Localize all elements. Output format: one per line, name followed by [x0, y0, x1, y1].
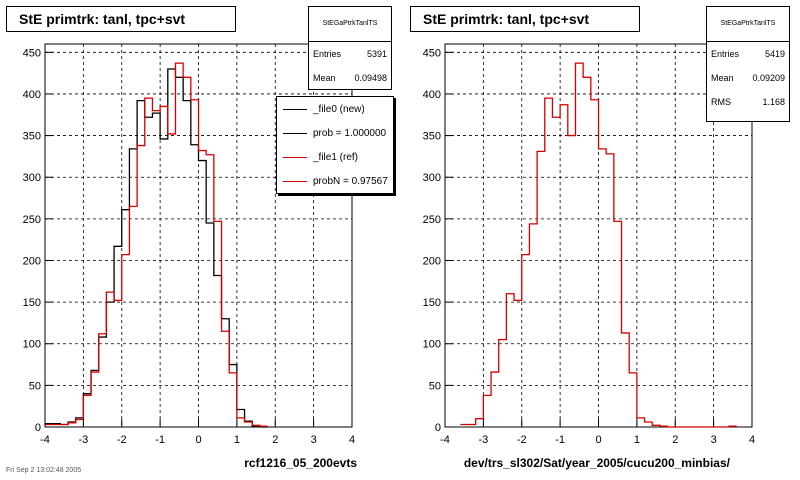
right-stats-value: 1.168: [762, 97, 785, 107]
left-y-tick-label: 0: [35, 422, 41, 434]
left-x-tick-label: 3: [311, 434, 317, 446]
right-stats-row: Mean 0.09209: [707, 66, 789, 90]
left-y-tick-label: 350: [23, 131, 41, 143]
left-x-tick-label: -1: [155, 434, 165, 446]
left-x-tick-label: -4: [40, 434, 50, 446]
left-y-tick-label: 200: [23, 255, 41, 267]
left-x-tick-label: 0: [195, 434, 201, 446]
left-y-tick-label: 50: [29, 380, 41, 392]
left-series-line-1: [45, 62, 268, 427]
left-x-tick-label: 4: [349, 434, 355, 446]
left-pane: -4 -3 -2 -1 0 1 2 3 4 0 50 100 150 200 250 300 350 400 450…: [6, 6, 394, 474]
right-y-tick-label: 350: [423, 131, 441, 143]
right-stats-label: Entries: [711, 49, 740, 59]
right-x-tick-label: -2: [517, 434, 527, 446]
legend-swatch: [283, 180, 307, 182]
right-stats-row: RMS 1.168: [707, 90, 789, 114]
right-y-tick-label: 400: [423, 89, 441, 101]
right-x-tick-label: 4: [749, 434, 755, 446]
legend-entry-prob: prob = 1.000000: [277, 121, 393, 145]
legend-swatch: [283, 132, 307, 134]
right-stats-value: 0.09209: [752, 73, 785, 83]
right-x-tick-label: 3: [711, 434, 717, 446]
right-y-tick-label: 50: [429, 380, 441, 392]
right-y-tick-label: 0: [435, 422, 441, 434]
legend-label: _file1 (ref): [313, 151, 359, 163]
right-stats-box: StEGaPtrkTanlTS Entries 5419 Mean 0.0920…: [706, 6, 790, 122]
legend-entry-probn: probN = 0.97567: [277, 169, 393, 193]
left-legend: _file0 (new) prob = 1.000000 _file1 (ref…: [276, 96, 394, 194]
right-stats-label: RMS: [711, 97, 731, 107]
right-stats-value: 5419: [764, 49, 785, 59]
left-y-tick-label: 400: [23, 89, 41, 101]
right-y-tick-label: 150: [423, 297, 441, 309]
left-x-tick-label: -2: [117, 434, 127, 446]
left-y-tick-label: 100: [23, 339, 41, 351]
left-chart-title: StE primtrk: tanl, tpc+svt: [6, 6, 236, 32]
right-pane: -4 -3 -2 -1 0 1 2 3 4 0 50 100 150 200 250 300 350 400 450…: [400, 0, 800, 480]
right-y-tick-label: 100: [423, 339, 441, 351]
left-stats-value: 5391: [366, 49, 387, 59]
legend-label: _file0 (new): [313, 103, 365, 115]
legend-entry-new: _file0 (new): [277, 97, 393, 121]
left-stats-name: StEGaPtrkTanlTS: [309, 7, 391, 42]
left-stats-label: Entries: [313, 49, 342, 59]
left-stats-row: Entries 5391: [309, 42, 391, 66]
left-stats-value: 0.09498: [354, 73, 387, 83]
left-x-axis-title: rcf1216_05_200evts: [244, 456, 357, 470]
legend-label: prob = 1.000000: [313, 127, 387, 139]
left-stats-label: Mean: [313, 73, 336, 83]
right-x-tick-label: -4: [440, 434, 450, 446]
left-x-tick-label: 2: [272, 434, 278, 446]
left-y-tick-label: 250: [23, 214, 41, 226]
right-x-tick-label: 2: [672, 434, 678, 446]
right-y-tick-label: 450: [423, 47, 441, 59]
right-x-tick-label: 1: [634, 434, 640, 446]
left-x-tick-label: -3: [78, 434, 88, 446]
left-stats-box: StEGaPtrkTanlTS Entries 5391 Mean 0.0949…: [308, 6, 392, 90]
right-stats-row: Entries 5419: [707, 42, 789, 66]
right-x-tick-label: -1: [555, 434, 565, 446]
right-x-tick-label: 0: [595, 434, 601, 446]
footer-timestamp: Fri Sep 2 13:02:48 2005: [6, 467, 82, 474]
right-stats-name: StEGaPtrkTanlTS: [707, 7, 789, 42]
right-histogram: -4 -3 -2 -1 0 1 2 3 4 0 50 100 150 200 250 300 350 400 450: [423, 43, 755, 446]
left-x-tick-label: 1: [234, 434, 240, 446]
right-y-tick-label: 200: [423, 255, 441, 267]
left-y-tick-label: 150: [23, 297, 41, 309]
right-y-tick-label: 250: [423, 214, 441, 226]
legend-swatch: [283, 108, 307, 110]
legend-entry-ref: _file1 (ref): [277, 145, 393, 169]
left-stats-row: Mean 0.09498: [309, 66, 391, 90]
left-y-tick-label: 450: [23, 47, 41, 59]
legend-label: probN = 0.97567: [313, 175, 388, 187]
left-y-tick-label: 300: [23, 172, 41, 184]
right-y-tick-label: 300: [423, 172, 441, 184]
right-stats-label: Mean: [711, 73, 734, 83]
right-chart-title: StE primtrk: tanl, tpc+svt: [410, 6, 640, 32]
right-series-line-0: [460, 62, 737, 428]
right-x-tick-label: -3: [478, 434, 488, 446]
right-x-axis-title: dev/trs_sl302/Sat/year_2005/cucu200_minb…: [463, 456, 730, 470]
legend-swatch: [283, 156, 307, 158]
